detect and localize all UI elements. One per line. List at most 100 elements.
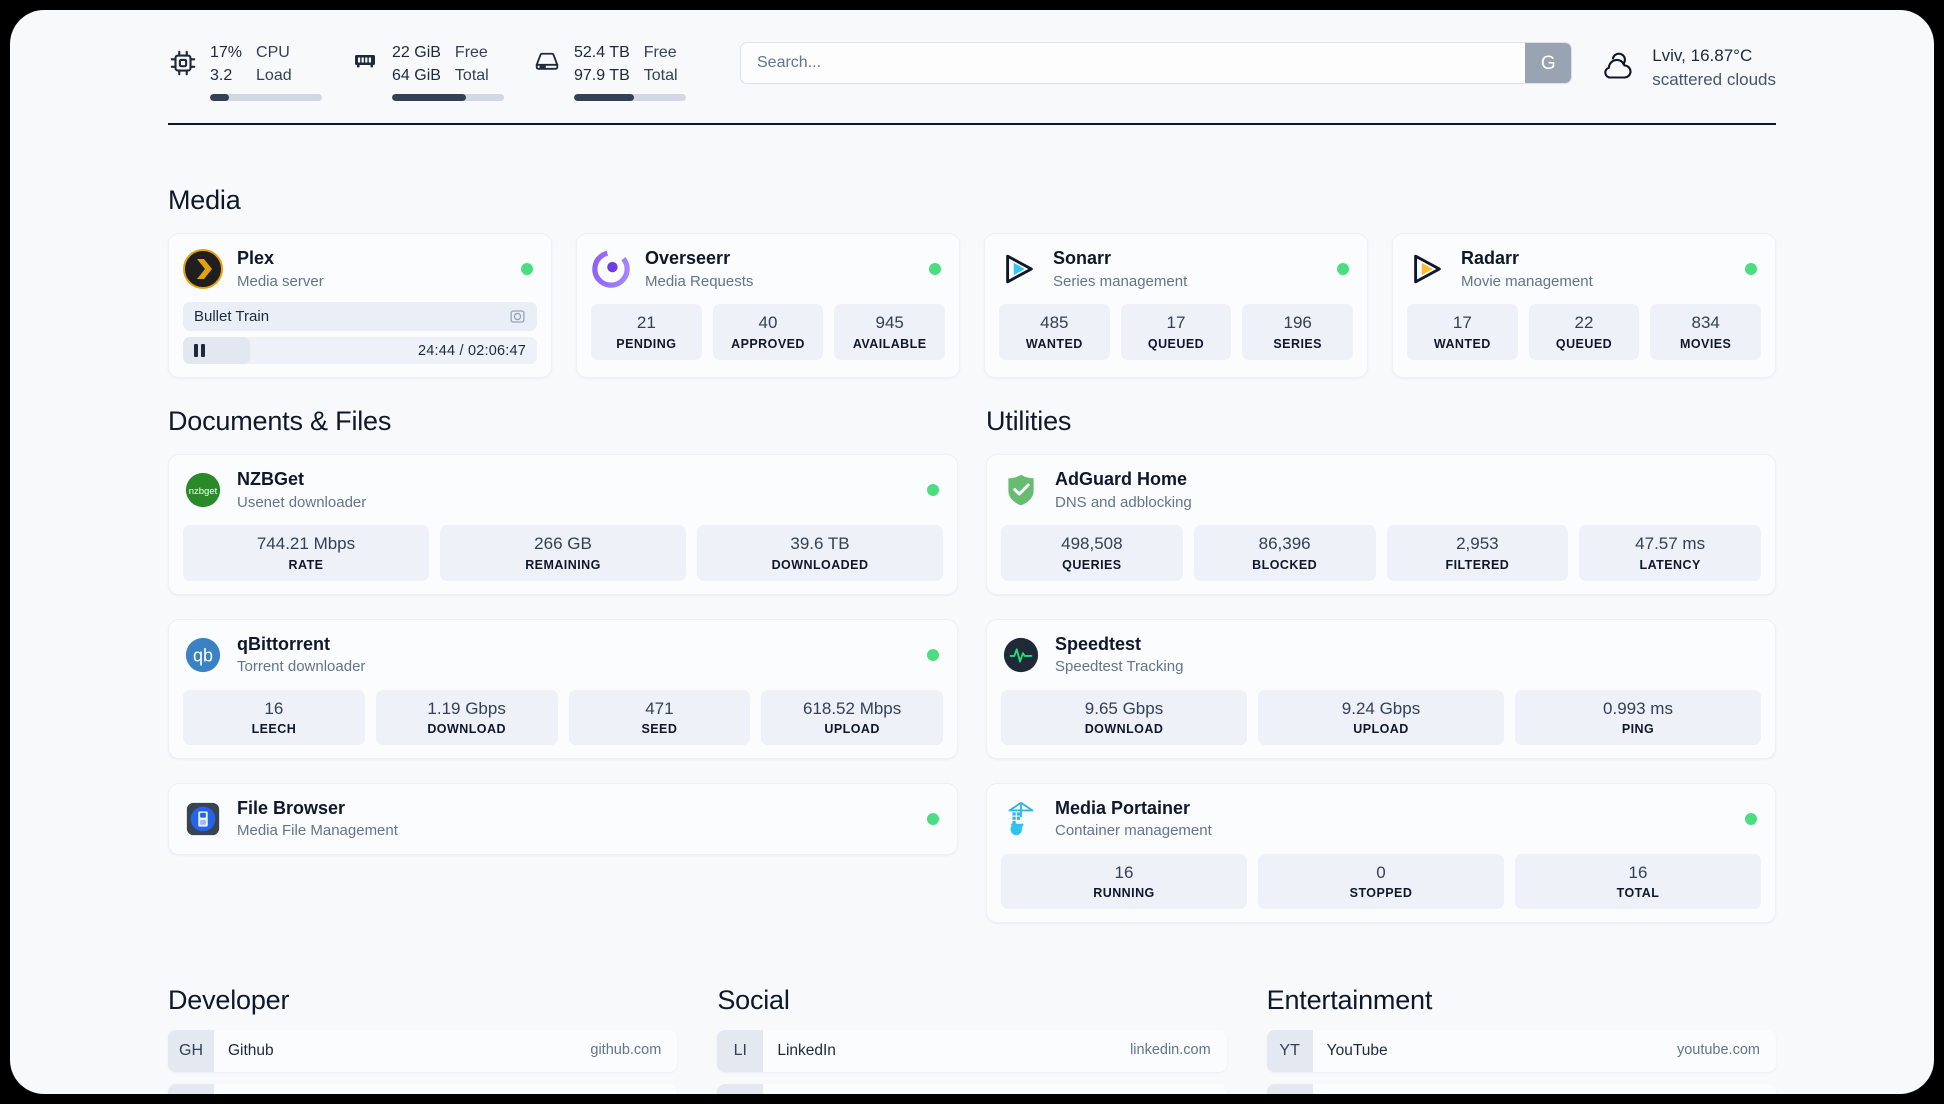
stat-label: MOVIES [1680, 336, 1732, 351]
stat-label: BLOCKED [1252, 557, 1318, 572]
memory-value-free: 22 GiB [392, 44, 441, 61]
overseerr-logo-icon [591, 249, 631, 289]
stat-value: 471 [645, 698, 674, 718]
card-subtitle: DNS and adblocking [1055, 493, 1192, 511]
stat-group: 485 WANTED 17 QUEUED 196 SERIES [999, 304, 1354, 360]
cpu-usage-bar [210, 94, 322, 102]
radarr-logo-icon [1407, 249, 1447, 289]
bookmark-url: twitter.com [1141, 1084, 1226, 1094]
bookmark-item-youtube[interactable]: YT YouTube youtube.com [1266, 1030, 1776, 1073]
card-subtitle: Usenet downloader [237, 493, 367, 511]
service-card-plex[interactable]: Plex Media server Bullet Train [168, 233, 552, 379]
stat-item: 86,396 BLOCKED [1193, 525, 1376, 581]
stat-label: RUNNING [1093, 886, 1155, 901]
stat-value: 21 [636, 313, 656, 333]
stat-value: 16 [1628, 862, 1648, 882]
cast-icon[interactable] [509, 308, 526, 325]
service-card-filebrowser[interactable]: File Browser Media File Management [168, 782, 958, 855]
bookmark-item-netflix[interactable]: NF Netflix netflix.com [1266, 1084, 1776, 1094]
card-subtitle: Media server [237, 272, 324, 290]
stat-group: 498,508 QUERIES 86,396 BLOCKED 2,953 FIL… [1001, 525, 1761, 581]
stat-item: 1.19 Gbps DOWNLOAD [375, 689, 558, 745]
stat-value: 266 GB [534, 534, 592, 554]
stat-item: 17 QUEUED [1120, 304, 1232, 360]
stat-label: QUEUED [1555, 336, 1613, 351]
bookmark-group-title: Developer [168, 985, 290, 1016]
cpu-value-usage: 17% [210, 44, 243, 61]
stat-group: 16 RUNNING 0 STOPPED 16 TOTAL [1001, 853, 1761, 910]
pause-icon[interactable] [194, 344, 205, 358]
card-header: Plex Media server [183, 247, 537, 291]
card-title: File Browser [237, 797, 346, 818]
stat-group: 16 LEECH 1.19 Gbps DOWNLOAD 471 SEED [183, 689, 943, 745]
disk-value-total: 97.9 TB [574, 66, 630, 84]
card-title: Plex [237, 248, 275, 269]
stat-item: 47.57 ms LATENCY [1579, 525, 1761, 581]
stat-label: SERIES [1273, 336, 1322, 351]
bookmark-name: Github [228, 1042, 274, 1060]
service-card-nzbget[interactable]: nzbget NZBGet Usenet downloader 74 [168, 454, 958, 595]
service-card-portainer[interactable]: Media Portainer Container management 16 … [986, 782, 1776, 924]
bookmark-url: linkedin.com [1130, 1042, 1211, 1059]
disk-usage-bar [574, 94, 686, 102]
search-box[interactable]: G [740, 42, 1573, 84]
card-header: File Browser Media File Management [183, 797, 943, 841]
service-card-overseerr[interactable]: Overseerr Media Requests 21 PENDING 40 A… [576, 233, 960, 379]
stat-label: SEED [641, 721, 678, 736]
weather-condition: scattered clouds [1652, 70, 1776, 90]
disk-label-1: Free [643, 44, 677, 61]
bookmark-group-developer: Developer GH Github github.com SO StackO… [168, 985, 678, 1094]
card-title: Speedtest [1055, 633, 1142, 654]
stat-value: 196 [1283, 313, 1312, 333]
card-subtitle: Movie management [1461, 272, 1593, 290]
stat-value: 40 [758, 313, 778, 333]
stat-label: UPLOAD [824, 721, 880, 736]
lower-sections-row: Documents & Files nzbget NZBGet [168, 406, 1776, 924]
card-subtitle: Media Requests [645, 272, 754, 290]
stat-item: 471 SEED [568, 689, 751, 745]
card-header: Radarr Movie management [1407, 247, 1761, 291]
search-submit-button[interactable]: G [1525, 43, 1572, 83]
stat-label: LEECH [251, 721, 297, 736]
card-header: Overseerr Media Requests [591, 247, 945, 291]
stat-item: 17 WANTED [1407, 304, 1518, 360]
resource-widget-cpu: 17% 3.2 CPU Load [168, 36, 322, 102]
cpu-value-load: 3.2 [210, 66, 233, 84]
search-input[interactable] [741, 43, 1526, 83]
now-playing-progress-bar[interactable]: 24:44 / 02:06:47 [183, 337, 537, 365]
stat-label: REMAINING [525, 557, 601, 572]
service-card-qbittorrent[interactable]: qb qBittorrent Torrent downloader [168, 618, 958, 759]
bookmark-url: netflix.com [1691, 1084, 1776, 1094]
bookmarks-area: Developer GH Github github.com SO StackO… [168, 985, 1776, 1094]
bookmark-abbr: SO [168, 1084, 214, 1094]
utilities-card-stack: AdGuard Home DNS and adblocking 498,508 … [986, 454, 1776, 924]
stat-value: 485 [1040, 313, 1069, 333]
cpu-icon [168, 48, 198, 78]
documents-card-stack: nzbget NZBGet Usenet downloader 74 [168, 454, 958, 855]
service-card-speedtest[interactable]: Speedtest Speedtest Tracking 9.65 Gbps D… [986, 618, 1776, 759]
bookmark-item-github[interactable]: GH Github github.com [168, 1030, 678, 1073]
card-header: qb qBittorrent Torrent downloader [183, 633, 943, 677]
cpu-label-1: CPU [256, 44, 290, 61]
section-title-utilities: Utilities [986, 406, 1072, 437]
stat-label: WANTED [1025, 336, 1083, 351]
bookmark-name: StackOverflow [214, 1084, 543, 1094]
card-header: Media Portainer Container management [1001, 797, 1761, 841]
stat-value: 744.21 Mbps [256, 534, 356, 554]
bookmark-url: stackoverflow.com [543, 1084, 677, 1094]
service-card-adguard[interactable]: AdGuard Home DNS and adblocking 498,508 … [986, 454, 1776, 595]
service-card-sonarr[interactable]: Sonarr Series management 485 WANTED 17 Q… [984, 233, 1368, 379]
card-header: Speedtest Speedtest Tracking [1001, 633, 1761, 677]
section-title-documents: Documents & Files [168, 406, 392, 437]
bookmark-item-linkedin[interactable]: LI LinkedIn linkedin.com [717, 1030, 1227, 1073]
bookmark-item-twitter[interactable]: TW Twitter twitter.com [717, 1084, 1227, 1094]
bookmark-item-stackoverflow[interactable]: SO StackOverflow stackoverflow.com [168, 1084, 678, 1094]
service-card-radarr[interactable]: Radarr Movie management 17 WANTED 22 QUE… [1392, 233, 1776, 379]
section-title-media: Media [168, 185, 241, 216]
stat-label: QUERIES [1062, 557, 1122, 572]
stat-value: 86,396 [1258, 534, 1311, 554]
bookmark-abbr: NF [1266, 1084, 1313, 1094]
stat-label: APPROVED [731, 336, 805, 351]
stat-value: 9.24 Gbps [1341, 698, 1421, 718]
stat-group: 17 WANTED 22 QUEUED 834 MOVIES [1407, 304, 1762, 360]
